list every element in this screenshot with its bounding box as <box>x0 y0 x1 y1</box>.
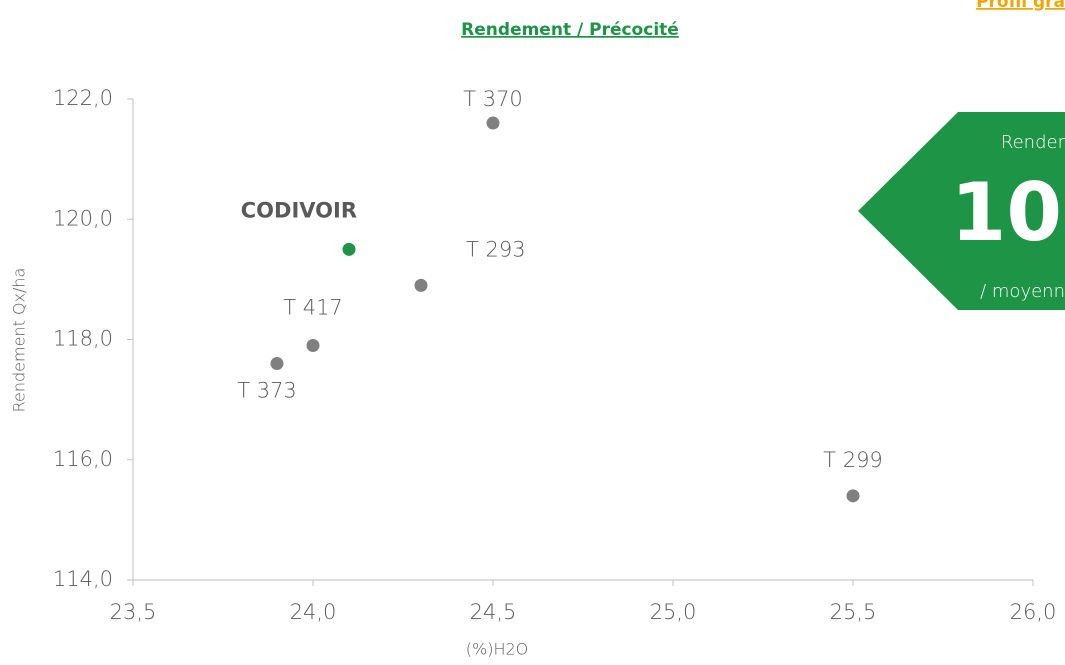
point-label: T 299 <box>823 448 883 472</box>
link[interactable]: Profil gra <box>976 0 1065 12</box>
y-tick-label: 120,0 <box>53 206 113 230</box>
x-axis-title: (%)H2O <box>466 640 529 659</box>
point <box>414 278 428 292</box>
y-tick-label: 116,0 <box>53 447 113 471</box>
x-tick-label: 26,0 <box>1010 600 1057 624</box>
x-tick-label: 25,5 <box>830 600 877 624</box>
x-tick-label: 24,0 <box>290 600 337 624</box>
point-label: T 370 <box>463 87 523 111</box>
chart-title: Rendement / Précocité <box>461 20 679 40</box>
point-label: T 417 <box>283 296 343 320</box>
point-label: CODIVOIR <box>241 198 357 222</box>
badge <box>858 112 1065 310</box>
point-label: T 293 <box>466 237 526 261</box>
point <box>486 116 500 130</box>
x-tick-label: 24,5 <box>470 600 517 624</box>
point <box>306 339 320 353</box>
y-tick-label: 118,0 <box>53 327 113 351</box>
point <box>342 242 356 256</box>
badge-bottom: / moyenn <box>980 281 1065 302</box>
point <box>270 357 284 371</box>
x-tick-label: 25,0 <box>650 600 697 624</box>
badge-value: 10 <box>951 166 1062 259</box>
y-tick-label: 122,0 <box>53 86 113 110</box>
x-tick-label: 23,5 <box>110 600 157 624</box>
point <box>846 489 860 503</box>
point-label: T 373 <box>237 379 297 403</box>
badge-top: Render <box>1001 132 1065 153</box>
y-axis-title: Rendement Qx/ha <box>10 268 29 413</box>
y-tick-label: 114,0 <box>53 567 113 591</box>
